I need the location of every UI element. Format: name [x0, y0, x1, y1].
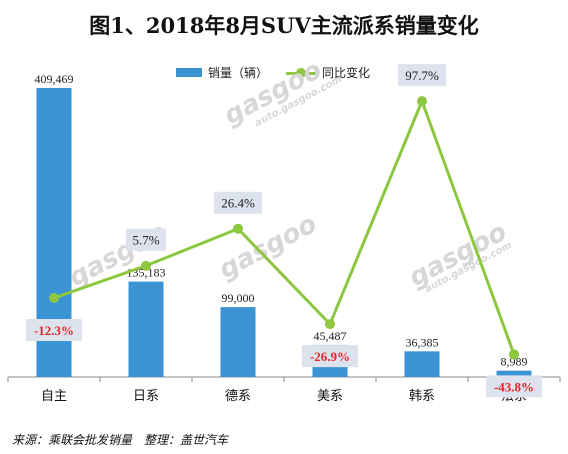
- yoy-point: [509, 349, 519, 360]
- bar-value-label: 409,469: [35, 72, 74, 86]
- yoy-line: [53, 99, 516, 355]
- legend: 销量（辆） 同比变化: [176, 64, 388, 81]
- legend-item-sales: 销量（辆）: [176, 64, 268, 81]
- yoy-label-bg: [126, 228, 166, 251]
- x-tick-label: 德系: [225, 389, 251, 404]
- yoy-label-bg: [214, 191, 262, 214]
- x-tick-label: 自主: [41, 389, 67, 404]
- bar: [128, 281, 164, 377]
- bar: [404, 351, 440, 377]
- yoy-value-label: 5.7%: [132, 233, 159, 248]
- chart-title: 图1、2018年8月SUV主流派系销量变化: [89, 13, 479, 38]
- x-tick-label: 日系: [133, 389, 159, 404]
- x-tick-label: 美系: [317, 389, 343, 404]
- yoy-value-label: 26.4%: [221, 196, 255, 211]
- legend-label-yoy: 同比变化: [322, 66, 371, 80]
- yoy-point: [325, 319, 335, 330]
- yoy-point: [417, 96, 427, 107]
- bar-value-label: 8,989: [501, 355, 528, 369]
- bar: [496, 370, 532, 377]
- yoy-point: [233, 223, 243, 234]
- yoy-label-bg: [398, 64, 446, 87]
- bar-value-label: 36,385: [406, 335, 439, 349]
- yoy-value-label: -26.9%: [310, 349, 350, 364]
- legend-swatch-line: [286, 67, 317, 78]
- yoy-point: [141, 260, 151, 271]
- yoy-label-bg: [302, 345, 358, 368]
- legend-swatch-bar: [176, 68, 202, 77]
- legend-item-yoy: 同比变化: [286, 64, 370, 81]
- source-note: 来源：乘联会批发销量 整理：盖世汽车: [12, 433, 229, 447]
- bar-value-label: 99,000: [222, 291, 255, 305]
- yoy-label-bg: [26, 318, 82, 341]
- yoy-value-label: 97.7%: [405, 68, 439, 83]
- yoy-point: [49, 292, 59, 303]
- bar: [220, 307, 256, 377]
- yoy-value-label: -12.3%: [34, 323, 74, 338]
- legend-label-sales: 销量（辆）: [208, 66, 269, 80]
- yoy-label-bg: [486, 375, 542, 398]
- yoy-value-label: -43.8%: [494, 379, 534, 394]
- x-tick-label: 韩系: [409, 389, 435, 404]
- bar-value-label: 45,487: [314, 329, 347, 343]
